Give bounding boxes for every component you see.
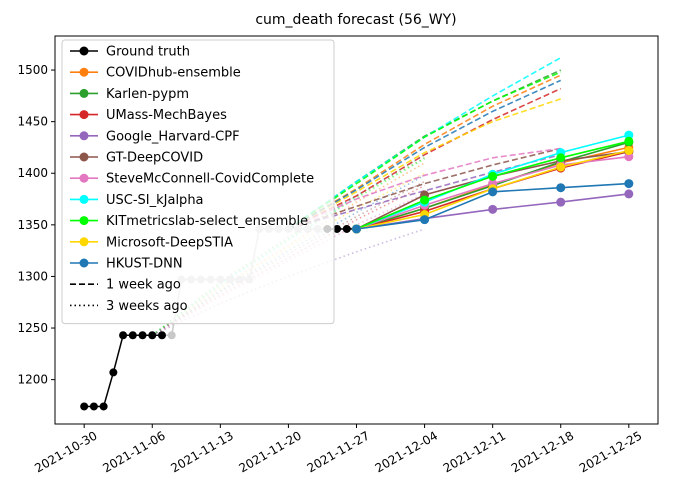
x-tick-label: 2021-11-13 xyxy=(168,428,235,475)
point-kitmetricslab-select-ensemble xyxy=(624,136,634,146)
legend-label-google-harvard-cpf: Google_Harvard-CPF xyxy=(106,129,240,144)
point-hkust-dnn xyxy=(624,179,634,189)
point-usc-si-kjalpha xyxy=(624,130,634,140)
ground-truth-point xyxy=(342,224,351,233)
current-forecasts-layer xyxy=(352,130,634,234)
legend-marker-microsoft-deepstia xyxy=(79,237,89,247)
ground-truth-point xyxy=(89,402,98,411)
y-tick-label: 1350 xyxy=(17,218,48,232)
ground-truth-point xyxy=(109,368,118,377)
x-tick-label: 2021-12-04 xyxy=(373,428,440,475)
y-tick-label: 1250 xyxy=(17,321,48,335)
x-tick-label: 2021-12-25 xyxy=(577,428,644,475)
legend-label-kitmetricslab-select-ensemble: KITmetricslab-select_ensemble xyxy=(106,214,308,229)
point-hkust-dnn xyxy=(488,187,498,197)
point-hkust-dnn xyxy=(352,224,361,234)
legend-marker-kitmetricslab-select-ensemble xyxy=(79,216,89,226)
ground-truth-point xyxy=(157,331,166,340)
legend-marker-google-harvard-cpf xyxy=(79,131,89,141)
legend-box xyxy=(61,39,335,325)
line-3w-stevemcconnell-covidcomplete xyxy=(151,193,425,336)
x-tick-label: 2021-10-30 xyxy=(32,428,99,475)
line-1w-covidhub-ensemble xyxy=(287,74,562,230)
point-microsoft-deepstia xyxy=(624,146,634,156)
point-kitmetricslab-select-ensemble xyxy=(556,153,566,163)
point-hkust-dnn xyxy=(420,215,430,225)
point-google-harvard-cpf xyxy=(556,197,566,207)
line-1w-microsoft-deepstia xyxy=(288,98,561,230)
ground-truth-segment xyxy=(102,372,115,407)
ground-truth-point xyxy=(148,331,157,340)
ground-truth-point xyxy=(128,331,137,340)
x-tick-label: 2021-11-20 xyxy=(237,428,304,475)
legend-label-ground-truth: Ground truth xyxy=(106,45,190,60)
legend-label-microsoft-deepstia: Microsoft-DeepSTIA xyxy=(106,235,233,250)
y-tick-label: 1500 xyxy=(17,63,48,77)
y-tick-label: 1300 xyxy=(17,269,48,283)
legend-label-usc-si-kjalpha: USC-SI_kJalpha xyxy=(106,193,204,208)
y-tick-label: 1450 xyxy=(17,115,48,129)
point-google-harvard-cpf xyxy=(624,189,634,199)
legend-label-covidhub-ensemble: COVIDhub-ensemble xyxy=(106,66,241,81)
chart-title: cum_death forecast (56_WY) xyxy=(255,12,456,28)
legend-label-3-weeks-ago: 3 weeks ago xyxy=(106,299,188,314)
legend-marker-covidhub-ensemble xyxy=(79,67,89,77)
legend-marker-hkust-dnn xyxy=(79,258,89,268)
legend-marker-gt-deepcovid xyxy=(79,152,89,162)
x-tick-label: 2021-11-06 xyxy=(100,428,167,475)
legend-label-hkust-dnn: HKUST-DNN xyxy=(106,257,183,272)
point-kitmetricslab-select-ensemble xyxy=(488,171,498,181)
ground-truth-segment xyxy=(112,335,124,373)
x-tick-label: 2021-11-27 xyxy=(305,428,372,475)
point-microsoft-deepstia xyxy=(556,162,566,172)
point-stevemcconnell-covidcomplete xyxy=(624,152,634,162)
y-tick-label: 1400 xyxy=(17,166,48,180)
legend-marker-karlen-pypm xyxy=(79,88,89,98)
legend: Ground truth COVIDhub-ensemble Karlen-pypm… xyxy=(61,39,335,325)
legend-label-gt-deepcovid: GT-DeepCOVID xyxy=(106,151,203,166)
x-tick-label: 2021-12-18 xyxy=(509,428,576,475)
ground-truth-point xyxy=(333,224,342,233)
ground-truth-point xyxy=(167,331,176,340)
ground-truth-point xyxy=(99,402,108,411)
x-tick-label: 2021-12-11 xyxy=(441,428,508,475)
legend-label-1-week-ago: 1 week ago xyxy=(106,278,181,293)
legend-marker-umass-mechbayes xyxy=(79,110,89,120)
y-tick-label: 1200 xyxy=(17,373,48,387)
ground-truth-point xyxy=(119,331,128,340)
legend-marker-stevemcconnell-covidcomplete xyxy=(79,173,89,183)
legend-label-stevemcconnell-covidcomplete: SteveMcConnell-CovidComplete xyxy=(106,172,314,187)
point-google-harvard-cpf xyxy=(488,204,498,214)
line-1w-hkust-dnn xyxy=(288,79,562,230)
legend-marker-usc-si-kjalpha xyxy=(79,194,89,204)
plot-border xyxy=(54,35,659,425)
legend-label-umass-mechbayes: UMass-MechBayes xyxy=(106,108,227,123)
ground-truth-point xyxy=(138,331,147,340)
ground-truth-point xyxy=(80,402,89,411)
legend-marker-ground-truth xyxy=(79,46,89,56)
point-hkust-dnn xyxy=(556,183,566,193)
point-kitmetricslab-select-ensemble xyxy=(420,195,430,205)
legend-label-karlen-pypm: Karlen-pypm xyxy=(106,87,189,102)
